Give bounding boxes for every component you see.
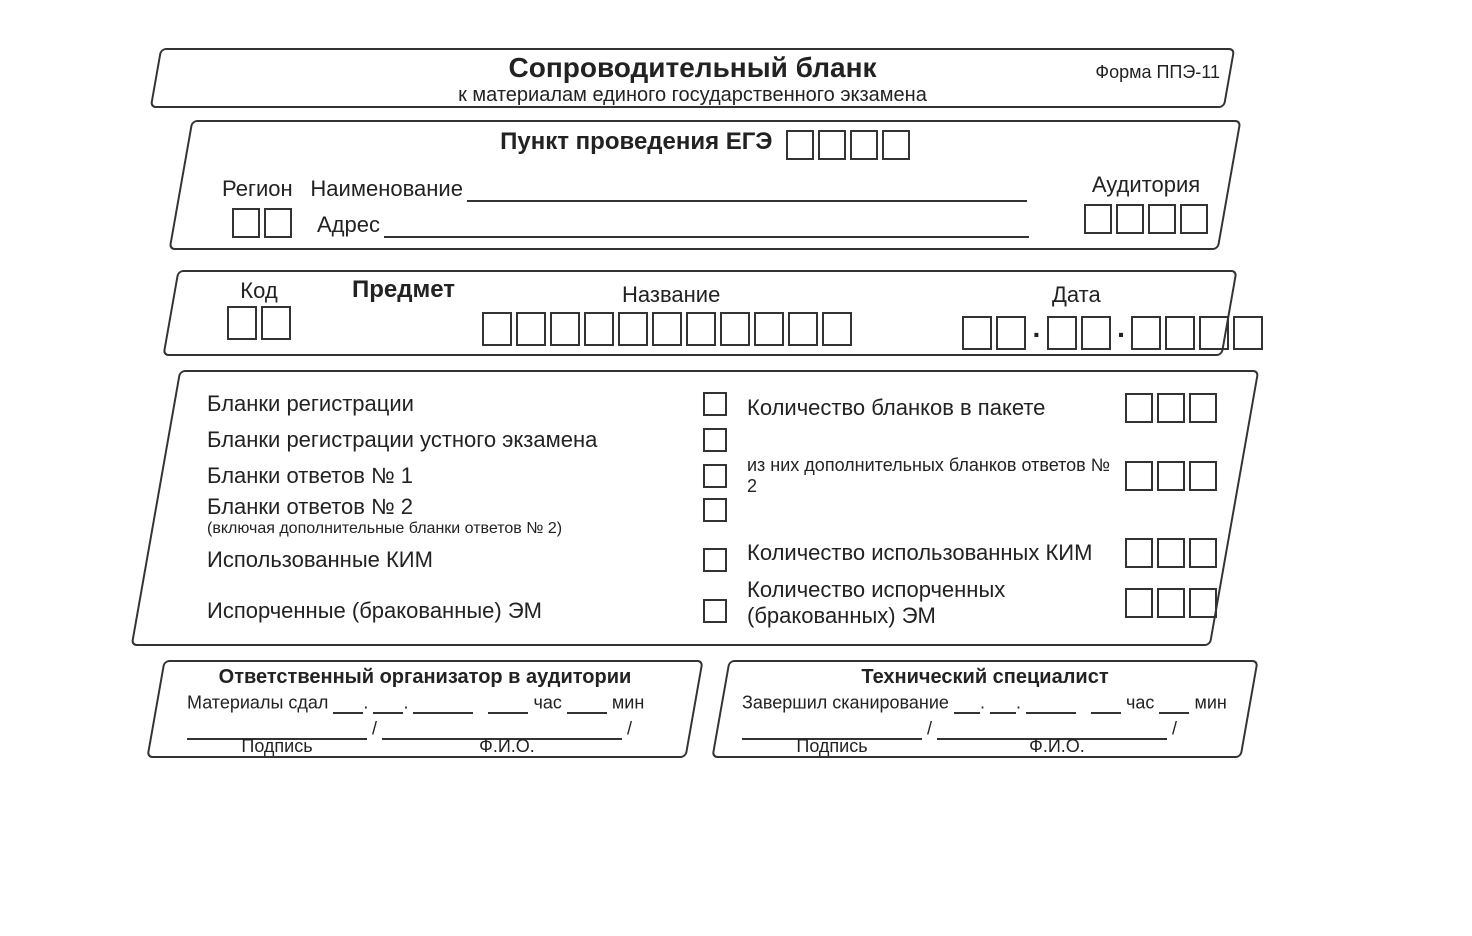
sig-left-hour-label: час	[533, 693, 561, 713]
doc-subtitle: к материалам единого государственного эк…	[157, 84, 1228, 107]
check-item-3: Бланки ответов № 2	[207, 494, 413, 519]
auditorium-boxes[interactable]	[1084, 204, 1208, 234]
sig-left-fio-label: Ф.И.О.	[387, 736, 627, 757]
frame-sig-left: Ответственный организатор в аудитории Ма…	[146, 660, 703, 758]
sig-left-title: Ответственный организатор в аудитории	[157, 666, 693, 689]
date-dot-2: .	[1115, 312, 1127, 343]
count-boxes-1[interactable]	[1125, 461, 1217, 491]
date-month-boxes[interactable]	[1047, 316, 1111, 350]
ppe-label: Пункт проведения ЕГЭ	[500, 128, 772, 155]
check-item-2: Бланки ответов № 1	[207, 463, 413, 489]
sig-right-fio-label: Ф.И.О.	[942, 736, 1172, 757]
count-label-0: Количество бланков в пакете	[747, 395, 1045, 421]
frame-sig-right: Технический специалист Завершил сканиров…	[711, 660, 1258, 758]
sig-right-min[interactable]	[1159, 692, 1189, 714]
check-box-3[interactable]	[703, 498, 727, 522]
date-year-boxes[interactable]	[1131, 316, 1263, 350]
code-boxes[interactable]	[227, 306, 291, 340]
document-page: Сопроводительный бланк к материалам един…	[0, 0, 1472, 936]
sig-left-date-3[interactable]	[413, 692, 473, 714]
sig-left-handed: Материалы сдал	[187, 693, 328, 713]
sig-right-title: Технический специалист	[722, 666, 1248, 689]
count-label-1: из них дополнительных бланков ответов № …	[747, 455, 1125, 497]
region-boxes[interactable]	[232, 208, 292, 238]
form-id: Форма ППЭ-11	[1095, 62, 1220, 83]
date-dot-1: .	[1030, 312, 1042, 343]
frame-checklist: Бланки регистрации Бланки регистрации ус…	[131, 370, 1260, 646]
name-label-2: Название	[622, 282, 720, 308]
check-box-5[interactable]	[703, 599, 727, 623]
sig-right-scan: Завершил сканирование	[742, 693, 949, 713]
count-boxes-3[interactable]	[1125, 588, 1217, 618]
check-item-4: Использованные КИМ	[207, 547, 433, 573]
sig-right-hour-label: час	[1126, 693, 1154, 713]
count-label-3: Количество испорченных (бракованных) ЭМ	[747, 577, 1067, 629]
region-label: Регион	[222, 176, 293, 201]
date-label: Дата	[1052, 282, 1101, 308]
sig-left-date-1[interactable]	[333, 692, 363, 714]
subject-label: Предмет	[352, 276, 455, 304]
sig-left-min-label: мин	[612, 693, 644, 713]
sig-left-hour[interactable]	[488, 692, 528, 714]
check-item-3-note: (включая дополнительные бланки ответов №…	[207, 520, 562, 537]
check-box-1[interactable]	[703, 428, 727, 452]
frame-header: Сопроводительный бланк к материалам един…	[150, 48, 1236, 108]
sig-left-date-2[interactable]	[373, 692, 403, 714]
sig-right-date-3[interactable]	[1026, 692, 1076, 714]
address-label: Адрес	[317, 212, 380, 237]
sig-right-hour[interactable]	[1091, 692, 1121, 714]
auditorium-label: Аудитория	[1084, 172, 1208, 198]
check-item-5: Испорченные (бракованные) ЭМ	[207, 598, 542, 624]
sig-right-sign-label: Подпись	[742, 736, 922, 757]
count-label-2: Количество использованных КИМ	[747, 540, 1092, 566]
sig-right-date-1[interactable]	[954, 692, 980, 714]
sig-right-min-label: мин	[1194, 693, 1226, 713]
date-day-boxes[interactable]	[962, 316, 1026, 350]
check-item-0: Бланки регистрации	[207, 391, 414, 417]
check-box-2[interactable]	[703, 464, 727, 488]
count-boxes-2[interactable]	[1125, 538, 1217, 568]
sig-left-min[interactable]	[567, 692, 607, 714]
check-box-0[interactable]	[703, 392, 727, 416]
check-item-1: Бланки регистрации устного экзамена	[207, 427, 597, 453]
subject-name-boxes[interactable]	[482, 312, 852, 346]
doc-title: Сопроводительный бланк	[157, 52, 1228, 84]
code-label: Код	[227, 278, 291, 304]
name-field[interactable]	[467, 183, 1027, 202]
sig-right-date-2[interactable]	[990, 692, 1016, 714]
frame-subject: Код Предмет Название Дата	[162, 270, 1237, 356]
sig-left-sign-label: Подпись	[187, 736, 367, 757]
count-boxes-0[interactable]	[1125, 393, 1217, 423]
address-field[interactable]	[384, 219, 1029, 238]
name-label: Наименование	[310, 176, 463, 201]
frame-ppe: Пункт проведения ЕГЭ Регион Наименование	[169, 120, 1242, 250]
ppe-code-boxes[interactable]	[786, 130, 910, 160]
check-box-4[interactable]	[703, 548, 727, 572]
